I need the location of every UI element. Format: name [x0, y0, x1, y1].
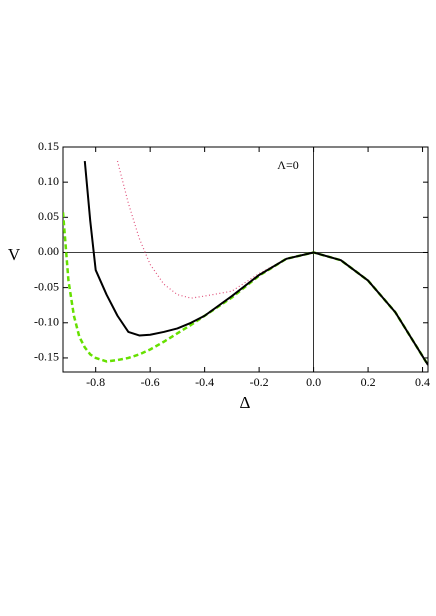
y-tick-label: 0.15: [38, 139, 59, 153]
curve: [83, 160, 428, 366]
y-tick-label: 0.10: [38, 174, 59, 188]
y-tick-label: 0.00: [38, 244, 59, 258]
annotation: Λ=0: [277, 158, 298, 172]
x-tick-label: 0.4: [415, 375, 430, 389]
x-tick-label: -0.4: [195, 375, 214, 389]
curve: [63, 212, 428, 366]
y-tick-label: -0.15: [34, 350, 59, 364]
curve: [116, 160, 428, 366]
x-tick-label: -0.2: [250, 375, 269, 389]
x-tick-label: -0.8: [86, 375, 105, 389]
x-axis-title: Δ: [240, 393, 251, 412]
x-tick-label: 0.0: [306, 375, 321, 389]
y-tick-label: -0.10: [34, 315, 59, 329]
y-tick-label: 0.05: [38, 209, 59, 223]
y-axis-title: V: [8, 245, 21, 264]
x-tick-label: -0.6: [141, 375, 160, 389]
y-tick-label: -0.05: [34, 279, 59, 293]
plot-frame: [62, 146, 429, 373]
x-tick-label: 0.2: [361, 375, 376, 389]
